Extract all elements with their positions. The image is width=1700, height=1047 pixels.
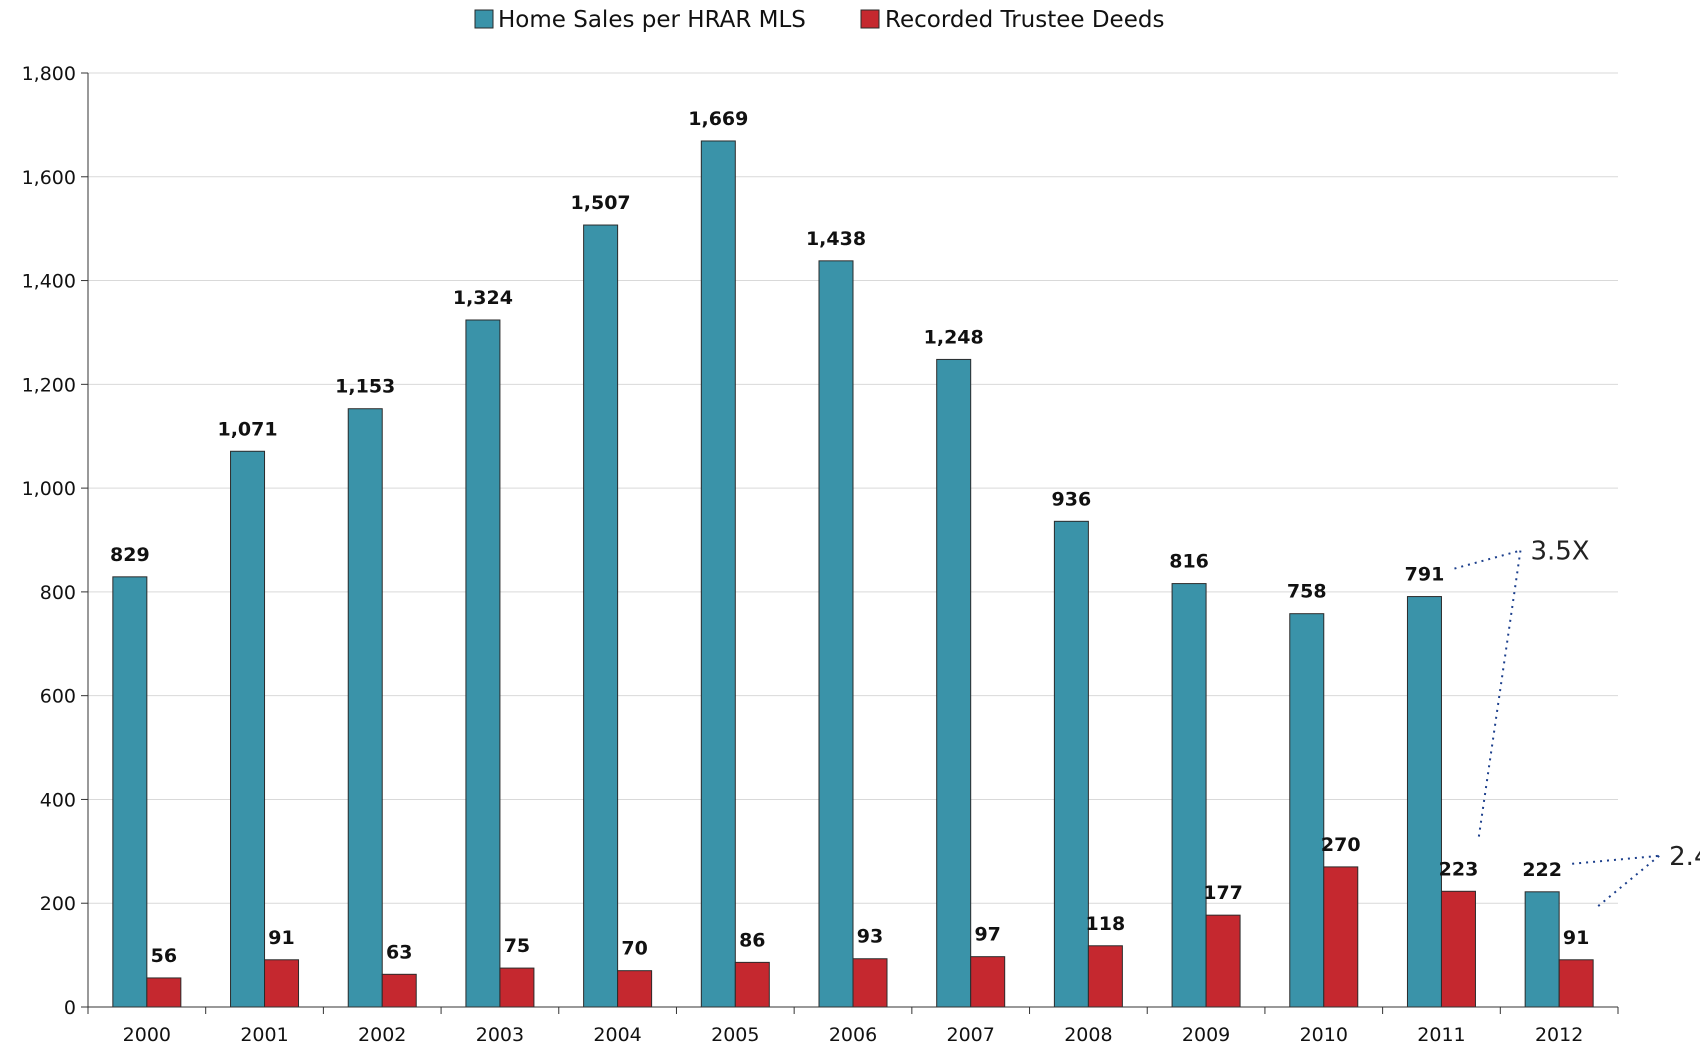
legend-swatch-home-sales: [474, 9, 494, 29]
home-sales-value-label-2007: 1,248: [924, 326, 984, 348]
home-sales-bar-2004: [583, 224, 619, 1008]
annotation-leader-top-2011: [1454, 549, 1521, 570]
trustee-deeds-value-label-2012: 91: [1563, 927, 1589, 949]
x-axis: 2000 2001 2002 2003 2004 2005 2006 2007 2008 2009…: [87, 1006, 1619, 1046]
trustee-deeds-value-label-2010: 270: [1321, 834, 1361, 856]
x-tick-label-2006: 2006: [829, 1024, 877, 1046]
x-tick-label-2003: 2003: [476, 1024, 524, 1046]
annotation-ratio-2012: 2.4X: [1669, 842, 1700, 872]
home-sales-value-label-2008: 936: [1052, 488, 1092, 510]
trustee-deeds-bar-2011: [1440, 890, 1476, 1008]
trustee-deeds-value-label-2002: 63: [386, 941, 412, 963]
y-tick-label: 800: [40, 582, 76, 604]
value-labels: 829 56 1,071 91 1,153 63 1,324 75 1,507 70 1,669 86…: [110, 108, 1589, 967]
home-sales-bar-2005: [700, 140, 736, 1008]
x-tick-label-2011: 2011: [1417, 1024, 1465, 1046]
y-tick-label: 1,200: [22, 374, 76, 396]
legend-label-home-sales: Home Sales per HRAR MLS: [498, 7, 806, 33]
bars: [112, 140, 1594, 1008]
x-tick-label-2004: 2004: [593, 1024, 641, 1046]
annotation-leader-bottom-2011: [1477, 550, 1522, 840]
trustee-deeds-bar-2010: [1323, 866, 1359, 1008]
home-sales-value-label-2011: 791: [1405, 564, 1445, 586]
legend: Home Sales per HRAR MLS Recorded Trustee…: [474, 7, 1164, 33]
home-sales-value-label-2005: 1,669: [688, 108, 748, 130]
trustee-deeds-bar-2008: [1087, 945, 1123, 1008]
home-sales-value-label-2006: 1,438: [806, 228, 866, 250]
home-sales-value-label-2001: 1,071: [217, 418, 277, 440]
trustee-deeds-value-label-2008: 118: [1086, 913, 1126, 935]
annotation-leader-top-2012: [1572, 854, 1660, 865]
home-sales-value-label-2000: 829: [110, 544, 150, 566]
home-sales-bar-2001: [230, 450, 266, 1008]
trustee-deeds-value-label-2006: 93: [857, 926, 883, 948]
x-tick-label-2002: 2002: [358, 1024, 406, 1046]
annotation-leader-bottom-2012: [1595, 855, 1660, 909]
home-sales-value-label-2010: 758: [1287, 581, 1327, 603]
annotations: 3.5X 2.4X: [1454, 537, 1700, 909]
trustee-deeds-bar-2007: [970, 956, 1006, 1008]
x-tick-label-2009: 2009: [1182, 1024, 1230, 1046]
home-sales-value-label-2002: 1,153: [335, 376, 395, 398]
home-sales-bar-2007: [936, 358, 972, 1008]
x-tick-label-2008: 2008: [1064, 1024, 1112, 1046]
trustee-deeds-bar-2012: [1558, 959, 1594, 1008]
trustee-deeds-bar-2003: [499, 967, 535, 1008]
y-tick-label: 1,400: [22, 271, 76, 293]
trustee-deeds-bar-2001: [264, 959, 300, 1008]
trustee-deeds-bar-2000: [146, 977, 182, 1008]
y-tick-label: 200: [40, 893, 76, 915]
home-sales-value-label-2009: 816: [1169, 551, 1209, 573]
x-tick-label-2012: 2012: [1535, 1024, 1583, 1046]
trustee-deeds-bar-2004: [617, 970, 653, 1008]
trustee-deeds-bar-2006: [852, 958, 888, 1008]
home-sales-bar-2008: [1053, 520, 1089, 1008]
legend-swatch-trustee-deeds: [860, 9, 880, 29]
annotation-ratio-2011: 3.5X: [1530, 537, 1589, 567]
home-sales-value-label-2004: 1,507: [571, 192, 631, 214]
x-tick-label-2005: 2005: [711, 1024, 759, 1046]
trustee-deeds-value-label-2000: 56: [151, 945, 177, 967]
y-tick-label: 1,000: [22, 478, 76, 500]
trustee-deeds-value-label-2004: 70: [621, 938, 647, 960]
y-tick-label: 400: [40, 789, 76, 811]
legend-label-trustee-deeds: Recorded Trustee Deeds: [885, 7, 1164, 33]
home-sales-bar-2009: [1171, 583, 1207, 1008]
home-sales-bar-2011: [1406, 596, 1442, 1008]
home-sales-value-label-2012: 222: [1522, 859, 1562, 881]
home-sales-bar-2010: [1289, 613, 1325, 1008]
trustee-deeds-bar-2002: [381, 973, 417, 1008]
home-sales-bar-2002: [347, 408, 383, 1008]
y-tick-label: 0: [64, 997, 76, 1019]
x-tick-label-2010: 2010: [1300, 1024, 1348, 1046]
home-sales-bar-2006: [818, 260, 854, 1008]
trustee-deeds-value-label-2007: 97: [974, 924, 1000, 946]
home-sales-bar-2000: [112, 576, 148, 1008]
trustee-deeds-bar-2005: [734, 961, 770, 1008]
y-tick-label: 1,600: [22, 167, 76, 189]
trustee-deeds-value-label-2003: 75: [504, 935, 530, 957]
trustee-deeds-bar-2009: [1205, 914, 1241, 1008]
home-sales-value-label-2003: 1,324: [453, 287, 513, 309]
x-tick-label-2000: 2000: [123, 1024, 171, 1046]
x-tick-label-2007: 2007: [947, 1024, 995, 1046]
x-tick-label-2001: 2001: [240, 1024, 288, 1046]
trustee-deeds-value-label-2001: 91: [268, 927, 294, 949]
home-sales-bar-2003: [465, 319, 501, 1008]
home-sales-bar-2012: [1524, 891, 1560, 1008]
y-tick-label: 1,800: [22, 63, 76, 85]
y-tick-label: 600: [40, 686, 76, 708]
y-axis: 0 200 400 600 800 1,000 1,200 1,400 1,600 1,800: [22, 63, 89, 1019]
trustee-deeds-value-label-2011: 223: [1439, 858, 1479, 880]
trustee-deeds-value-label-2009: 177: [1203, 882, 1243, 904]
trustee-deeds-value-label-2005: 86: [739, 929, 765, 951]
